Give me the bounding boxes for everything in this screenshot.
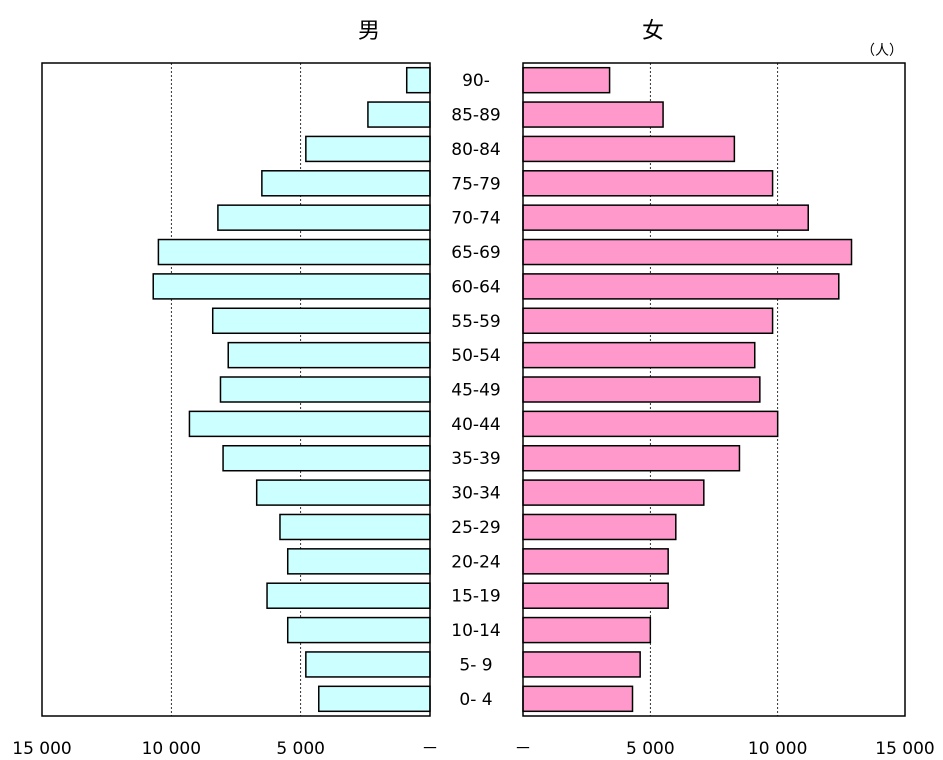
age-label: 0- 4 [459,690,492,710]
age-label: 65-69 [451,243,500,263]
unit-label: （人） [861,43,903,59]
female-bar [522,582,669,609]
male-bar [279,513,431,541]
age-label: 75-79 [451,174,500,194]
female-bar [522,135,736,163]
age-labels: 90- 85-89 80-84 75-79 70-74 65-69 60-64 55-59 50… [451,71,500,710]
age-label: 10-14 [451,621,500,641]
male-bar [405,66,431,94]
female-bar [522,170,774,197]
female-bar [522,479,705,506]
age-label: 85-89 [451,106,500,126]
female-title: 女 [642,19,664,44]
female-bar [522,66,611,94]
male-bar [367,101,431,128]
female-bar [522,513,677,541]
male-bar [305,135,431,163]
age-label: 80-84 [451,140,500,160]
male-bar [318,685,431,713]
age-label: 20-24 [451,552,500,572]
male-frame [41,62,431,717]
male-bar [255,479,431,506]
tick-label-left: 5 000 [276,739,325,759]
female-bar [522,548,669,575]
male-bar [261,170,431,197]
tick-label-left: 15 000 [12,739,71,759]
tick-label-left: － [422,739,439,759]
age-label: 5- 9 [459,655,492,675]
age-label: 55-59 [451,312,500,332]
male-bar [157,238,431,266]
tick-label-right: 10 000 [748,739,807,759]
female-bar [522,341,756,369]
tick-label-right: 15 000 [875,739,934,759]
male-title: 男 [358,19,380,44]
male-bar [211,307,431,335]
male-bar [152,273,431,300]
female-frame [522,62,906,717]
age-label: 45-49 [451,381,500,401]
female-bar [522,101,664,128]
age-label: 35-39 [451,449,500,469]
male-bar [222,444,431,472]
age-label: 70-74 [451,209,500,229]
female-bar [522,444,741,472]
age-label: 50-54 [451,346,500,366]
male-bar [188,410,431,438]
tick-label-left: 10 000 [142,739,201,759]
male-bar [266,582,431,609]
female-panel [522,62,906,717]
age-label: 30-34 [451,484,500,504]
female-bar [522,238,853,266]
female-bar [522,273,840,300]
axis-ticks: 15 000 10 000 5 000 － － 5 000 10 000 15 000 [12,739,934,759]
age-label: 25-29 [451,518,500,538]
female-bar [522,685,634,713]
female-bar [522,307,774,335]
male-bar [286,548,431,575]
female-bar [522,410,779,438]
tick-label-right: 5 000 [626,739,675,759]
male-bar [286,616,431,644]
age-label: 60-64 [451,277,500,297]
male-bar [305,651,431,678]
male-bar [219,376,431,403]
male-bar [227,341,431,369]
female-bar [522,616,652,644]
age-label: 15-19 [451,587,500,607]
age-label: 40-44 [451,415,500,435]
male-panel [41,62,431,717]
female-bar [522,651,641,678]
male-bar [217,204,431,231]
female-bar [522,376,761,403]
tick-label-right: － [515,739,532,759]
age-label: 90- [462,71,490,91]
female-bar [522,204,809,231]
